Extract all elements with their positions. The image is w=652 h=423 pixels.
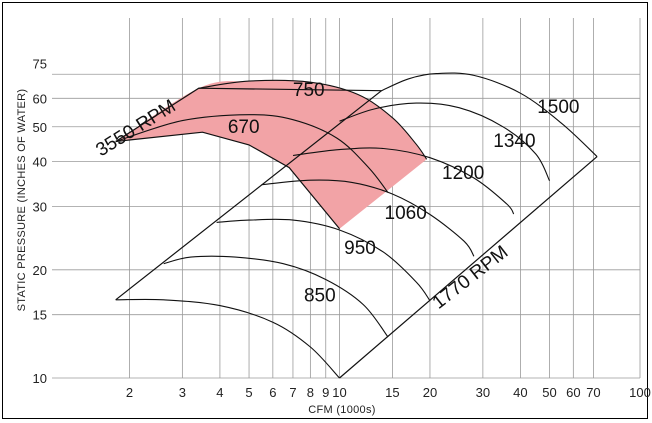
boundary-highlight-lower-edge xyxy=(115,131,340,230)
y-tick-40: 40 xyxy=(33,155,47,170)
y-tick-60: 60 xyxy=(33,91,47,106)
x-tick-7: 7 xyxy=(289,385,296,400)
curve-label-1060: 1060 xyxy=(385,203,427,224)
x-tick-15: 15 xyxy=(385,385,399,400)
curve-label-670: 670 xyxy=(228,117,260,138)
curve-label-1500: 1500 xyxy=(537,97,579,118)
grid-lines xyxy=(52,18,641,379)
y-tick-50: 50 xyxy=(33,120,47,135)
curve-1500 xyxy=(339,102,550,181)
tick-labels: 2 3 4 5 6 7 8 9 10 15 20 30 40 50 60 70 1001015203040506… xyxy=(33,56,651,400)
x-tick-5: 5 xyxy=(245,385,252,400)
y-tick-20: 20 xyxy=(33,263,47,278)
y-tick-10: 10 xyxy=(33,371,47,386)
boundary-lower-diagonal xyxy=(339,156,598,379)
rpm-curves xyxy=(115,72,598,379)
x-tick-30: 30 xyxy=(476,385,490,400)
x-tick-3: 3 xyxy=(179,385,186,400)
x-axis-label: CFM (1000s) xyxy=(308,404,375,416)
y-tick-75: 75 xyxy=(33,56,47,71)
curve-label-1200: 1200 xyxy=(442,163,484,184)
x-tick-70: 70 xyxy=(586,385,600,400)
curve-label-750: 750 xyxy=(293,80,325,101)
curve-label-950: 950 xyxy=(344,238,376,259)
boundary-3550-rpm-upper xyxy=(115,87,382,143)
x-tick-8: 8 xyxy=(307,385,314,400)
boundary-system-line xyxy=(115,90,382,301)
x-tick-40: 40 xyxy=(513,385,527,400)
annotation-1770-rpm: 1770 RPM xyxy=(429,242,513,314)
x-tick-20: 20 xyxy=(423,385,437,400)
curve-1340 xyxy=(292,147,515,215)
curve-label-1340: 1340 xyxy=(493,131,535,152)
curve-1200 xyxy=(261,179,475,257)
curve-label-850: 850 xyxy=(304,286,336,307)
y-axis-label: STATIC PRESSURE (INCHES OF WATER) xyxy=(16,89,28,312)
x-tick-6: 6 xyxy=(269,385,276,400)
curve-670 xyxy=(115,114,389,193)
x-tick-2: 2 xyxy=(126,385,133,400)
x-tick-10: 10 xyxy=(332,385,346,400)
curve-950 xyxy=(163,255,389,338)
curve-1770-rpm-curve xyxy=(381,72,598,157)
x-tick-9: 9 xyxy=(322,385,329,400)
curve-1060 xyxy=(216,218,431,302)
curve-850 xyxy=(115,298,340,379)
x-tick-50: 50 xyxy=(542,385,556,400)
curve-750 xyxy=(198,79,428,160)
y-tick-15: 15 xyxy=(33,308,47,323)
x-tick-4: 4 xyxy=(216,385,223,400)
x-tick-100: 100 xyxy=(629,385,651,400)
x-tick-60: 60 xyxy=(566,385,580,400)
y-tick-30: 30 xyxy=(33,200,47,215)
